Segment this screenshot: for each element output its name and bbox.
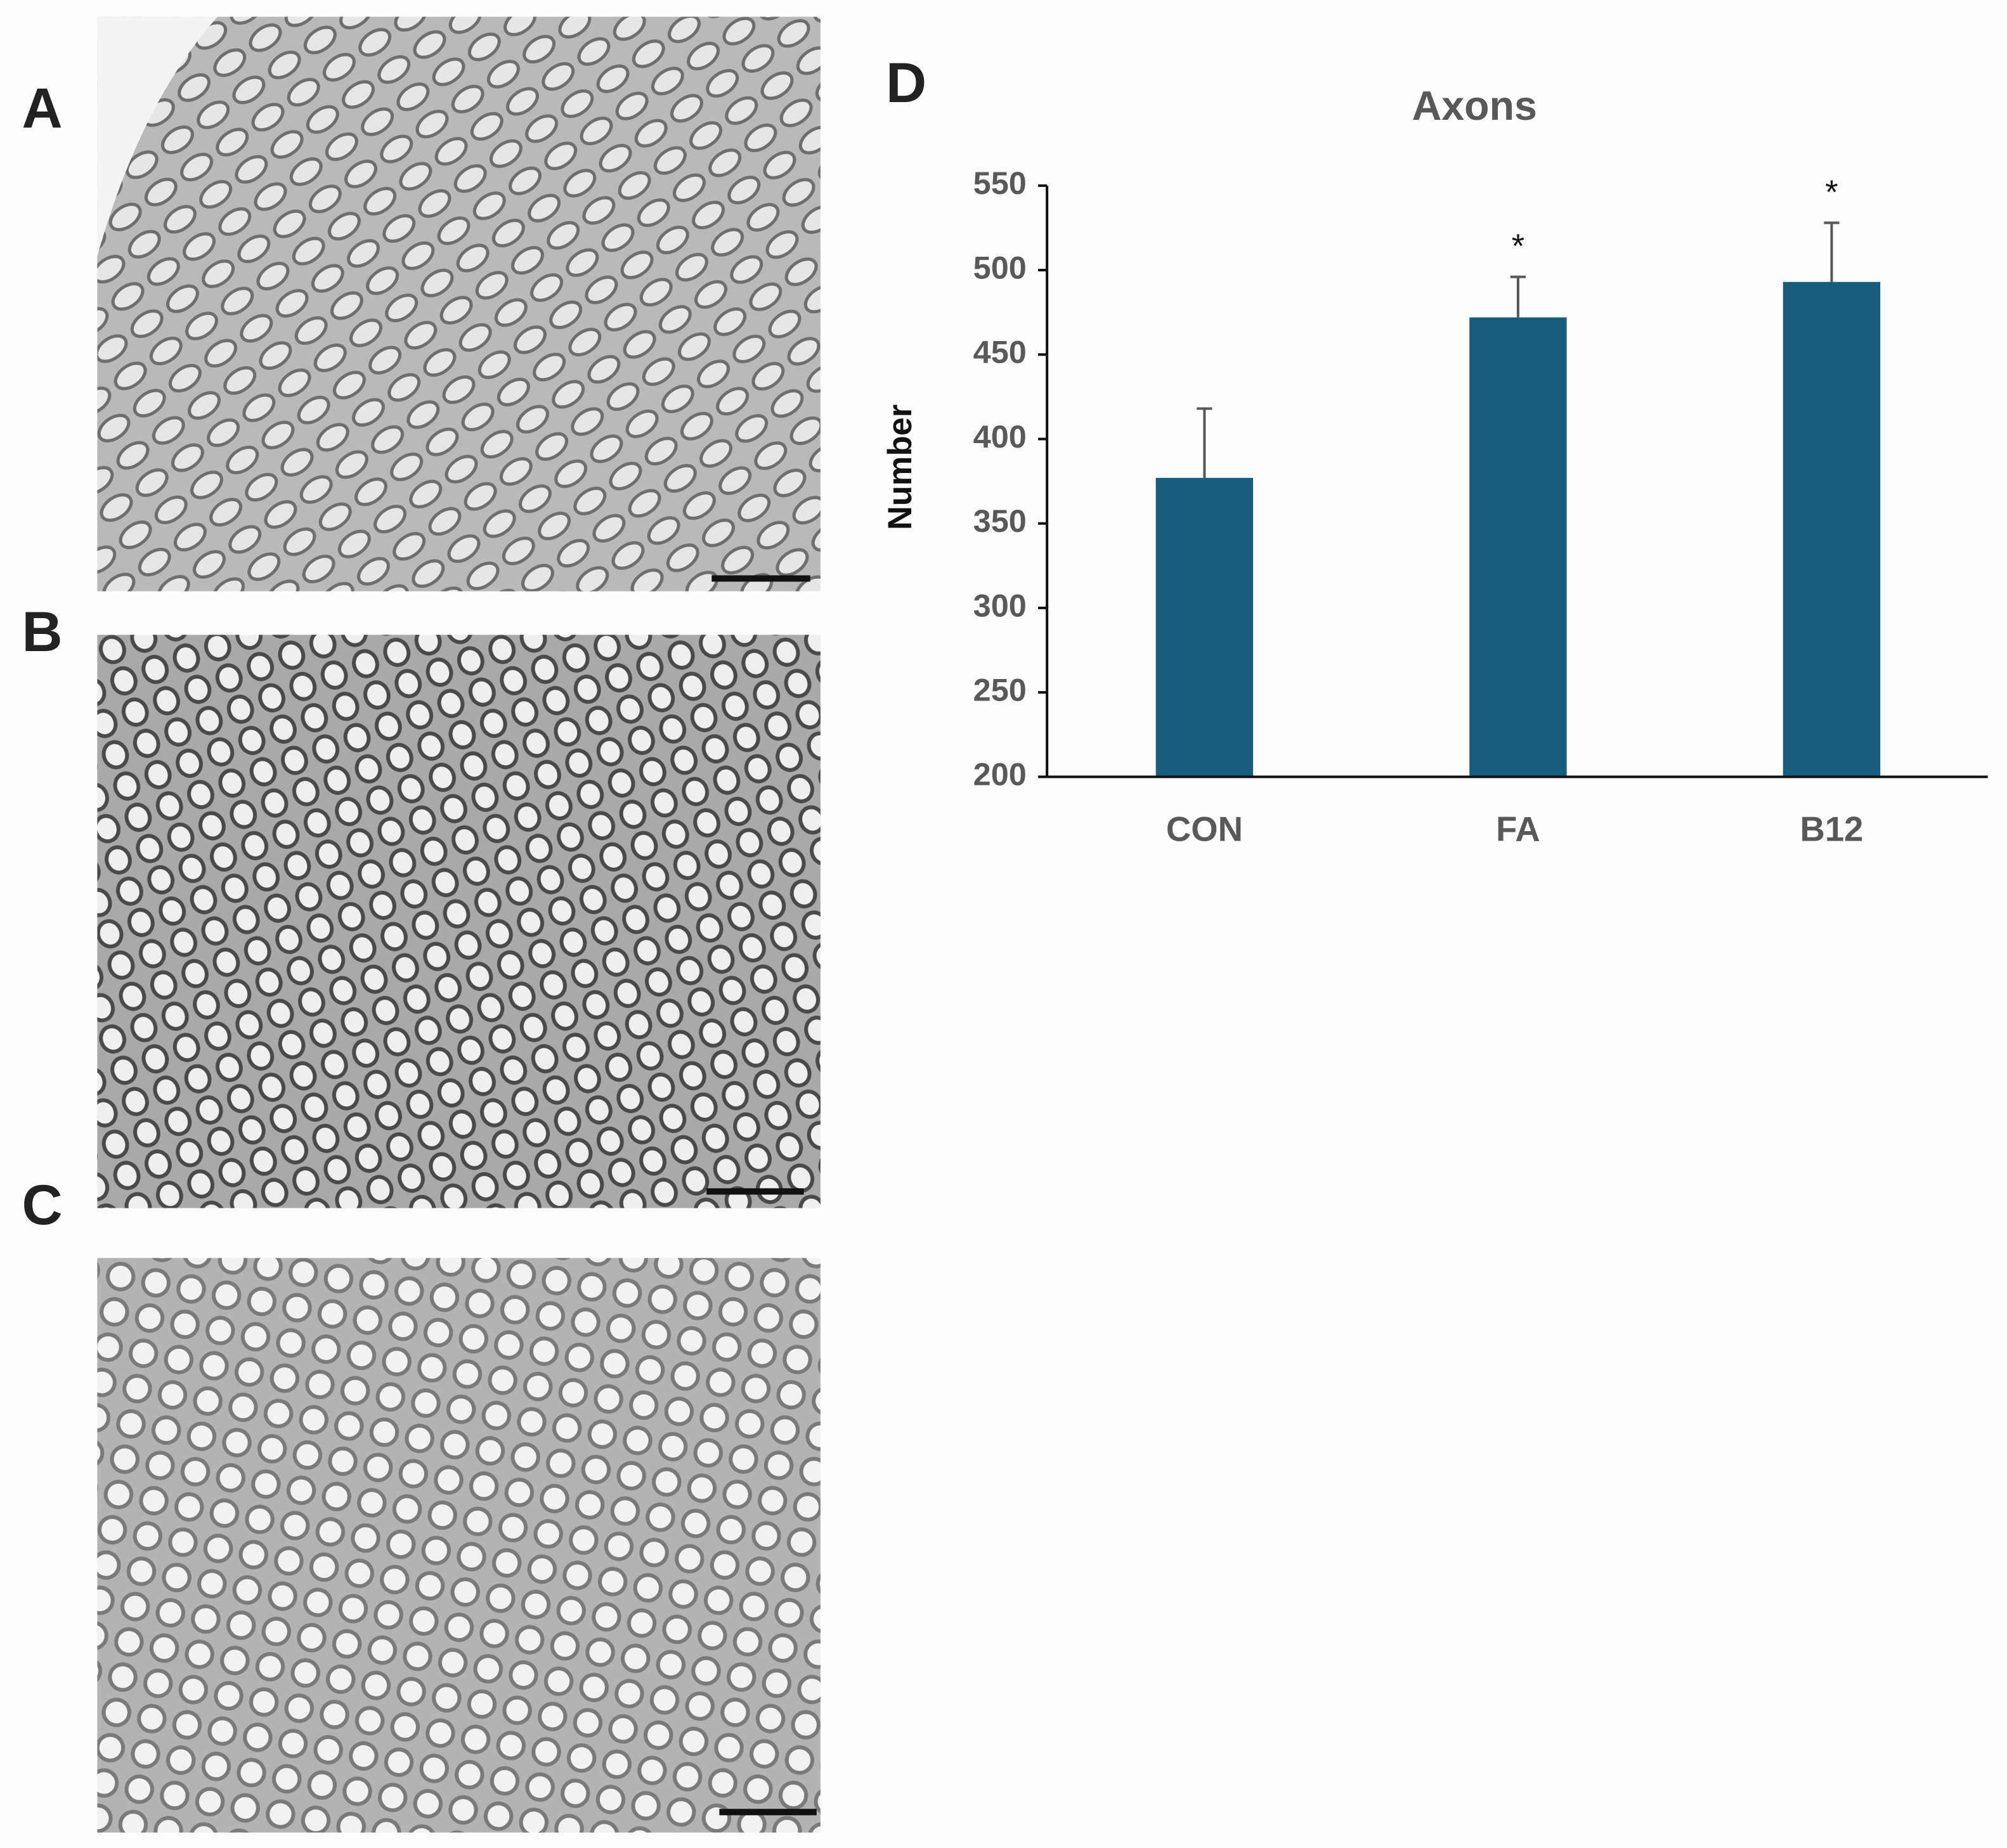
y-tick-label: 350 — [973, 503, 1027, 539]
bar — [1469, 317, 1567, 777]
x-tick-label: FA — [1496, 810, 1540, 849]
y-tick-label: 450 — [973, 334, 1027, 370]
panel-label: C — [22, 1173, 63, 1236]
y-tick-label: 400 — [973, 418, 1027, 455]
significance-marker: * — [1825, 174, 1838, 211]
bar — [1783, 281, 1881, 777]
y-tick-label: 250 — [973, 671, 1027, 708]
x-tick-label: B12 — [1800, 810, 1863, 849]
y-axis-label: Number — [881, 404, 919, 530]
x-tick-label: CON — [1166, 810, 1243, 849]
y-tick-label: 200 — [973, 756, 1027, 792]
panel-label: B — [22, 600, 63, 663]
panel-label: A — [22, 77, 63, 139]
micrograph-c — [97, 1258, 821, 1833]
micrograph-a — [97, 16, 821, 591]
y-tick-label: 500 — [973, 249, 1027, 285]
micrograph-a-void — [97, 16, 218, 256]
chart-title: Axons — [1412, 83, 1537, 129]
bar — [1155, 477, 1254, 777]
micrograph-b — [97, 635, 821, 1208]
y-tick-label: 300 — [973, 587, 1027, 623]
panel-label: D — [886, 51, 926, 114]
significance-marker: * — [1512, 228, 1524, 265]
y-tick-label: 550 — [973, 165, 1027, 201]
